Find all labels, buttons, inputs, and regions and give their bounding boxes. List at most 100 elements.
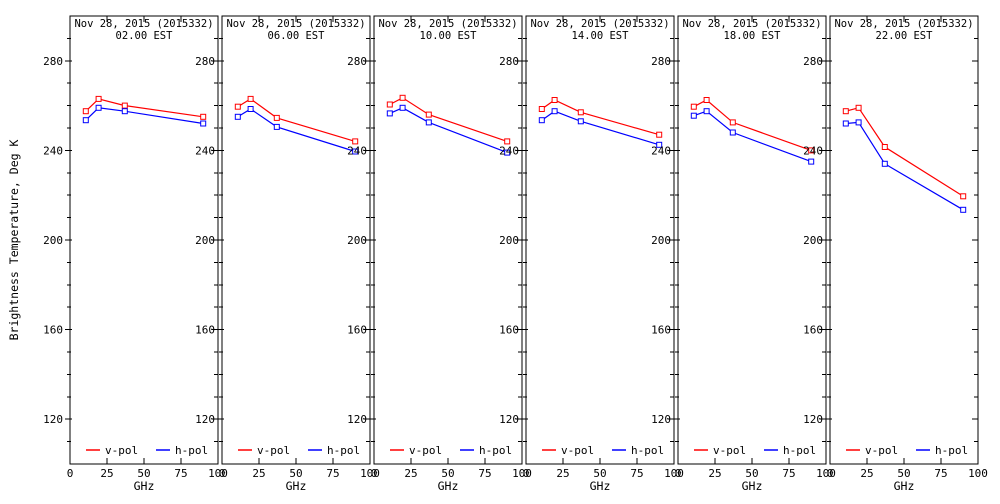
h_pol-marker (82, 117, 89, 124)
legend-v_pol-label: v-pol (713, 444, 746, 457)
h_pol-marker (352, 148, 359, 155)
x-tick-label: 0 (371, 467, 378, 480)
x-tick-label: 25 (252, 467, 265, 480)
y-tick-label: 240 (43, 144, 63, 157)
x-tick-label: 50 (897, 467, 910, 480)
v_pol-marker (690, 103, 697, 110)
legend-h_pol-label: h-pol (935, 444, 968, 457)
y-axis-label: Brightness Temperature, Deg K (7, 140, 21, 341)
h_pol-marker (842, 120, 849, 127)
h_pol-line (693, 110, 812, 163)
v_pol-marker (881, 144, 888, 150)
legend-v_pol-label: v-pol (105, 444, 138, 457)
x-axis-label: GHz (894, 479, 915, 493)
x-tick-label: 0 (219, 467, 226, 480)
x-tick-label: 100 (816, 467, 836, 480)
y-tick-label: 160 (651, 324, 671, 337)
y-tick-label: 200 (803, 234, 823, 247)
y-tick-label: 120 (347, 413, 367, 426)
h_pol-marker (247, 106, 254, 112)
panel-14-00-est: 120 160 200 240 280 0 25 50 75 100 GHz Nov 28, 2015… (499, 15, 684, 493)
v_pol-marker (121, 102, 128, 109)
y-tick-label: 160 (347, 324, 367, 337)
x-tick-label: 50 (593, 467, 606, 480)
v_pol-marker (729, 119, 736, 126)
v_pol-marker (352, 138, 359, 145)
x-tick-label: 0 (523, 467, 530, 480)
x-axis-label: GHz (286, 479, 307, 493)
h_pol-line (541, 110, 660, 146)
h_pol-marker (121, 108, 128, 115)
panel-title-time: 06.00 EST (268, 30, 326, 42)
x-tick-label: 100 (664, 467, 684, 480)
v_pol-marker (504, 138, 511, 145)
panel-title-date: Nov 28, 2015 (2015332) (682, 18, 821, 30)
x-tick-label: 0 (827, 467, 834, 480)
h_pol-marker (960, 206, 967, 213)
x-tick-label: 50 (137, 467, 150, 480)
x-tick-label: 25 (708, 467, 721, 480)
y-tick-label: 160 (499, 324, 519, 337)
x-tick-label: 25 (404, 467, 417, 480)
y-tick-label: 280 (195, 55, 215, 68)
y-tick-label: 240 (499, 144, 519, 157)
panel-title-date: Nov 28, 2015 (2015332) (834, 18, 973, 30)
x-tick-label: 100 (360, 467, 380, 480)
x-tick-label: 75 (478, 467, 491, 480)
y-tick-label: 120 (195, 413, 215, 426)
panel-title-time: 18.00 EST (724, 30, 782, 42)
panel-title-time: 10.00 EST (420, 30, 478, 42)
legend-h_pol-label: h-pol (631, 444, 664, 457)
h_pol-marker (95, 104, 102, 111)
y-tick-label: 120 (43, 413, 63, 426)
x-axis-label: GHz (438, 479, 459, 493)
legend-v_pol-label: v-pol (865, 444, 898, 457)
x-tick-label: 0 (675, 467, 682, 480)
v_pol-marker (399, 94, 406, 101)
h_pol-marker (425, 119, 432, 126)
v_pol-line (845, 107, 964, 197)
panel-title-time: 14.00 EST (572, 30, 630, 42)
h_pol-marker (855, 119, 862, 126)
y-tick-label: 280 (499, 55, 519, 68)
legend-h_pol-label: h-pol (327, 444, 360, 457)
legend-v_pol-label: v-pol (257, 444, 290, 457)
y-tick-label: 280 (651, 55, 671, 68)
legend-h_pol-label: h-pol (175, 444, 208, 457)
v_pol-marker (960, 193, 967, 200)
legend-h_pol-label: h-pol (479, 444, 512, 457)
v_pol-marker (538, 106, 545, 112)
h_pol-marker (808, 158, 815, 165)
h_pol-marker (504, 149, 511, 156)
v_pol-marker (273, 114, 280, 121)
h_pol-marker (386, 110, 393, 117)
y-tick-label: 280 (803, 55, 823, 68)
v_pol-marker (247, 95, 254, 102)
y-tick-label: 200 (499, 234, 519, 247)
legend-v_pol-label: v-pol (561, 444, 594, 457)
x-tick-label: 25 (860, 467, 873, 480)
x-tick-label: 25 (100, 467, 113, 480)
h_pol-line (845, 121, 964, 211)
panel-10-00-est: 120 160 200 240 280 0 25 50 75 100 GHz Nov 28, 2015… (347, 15, 532, 493)
x-tick-label: 50 (745, 467, 758, 480)
x-axis-label: GHz (590, 479, 611, 493)
y-tick-label: 280 (43, 55, 63, 68)
x-axis-label: GHz (134, 479, 155, 493)
panel-frame (829, 15, 979, 465)
x-tick-label: 0 (67, 467, 74, 480)
panel-22-00-est: 120 160 200 240 280 0 25 50 75 100 GHz Nov 28, 2015… (803, 15, 988, 493)
y-tick-label: 240 (651, 144, 671, 157)
y-tick-label: 240 (195, 144, 215, 157)
panel-title-date: Nov 28, 2015 (2015332) (378, 18, 517, 30)
v_pol-marker (82, 108, 89, 115)
y-tick-label: 200 (43, 234, 63, 247)
x-tick-label: 100 (512, 467, 532, 480)
x-tick-label: 100 (208, 467, 228, 480)
h_pol-marker (729, 129, 736, 136)
h_pol-marker (200, 120, 207, 127)
h_pol-marker (690, 112, 697, 119)
x-tick-label: 100 (968, 467, 988, 480)
y-tick-label: 200 (195, 234, 215, 247)
h_pol-marker (551, 108, 558, 115)
